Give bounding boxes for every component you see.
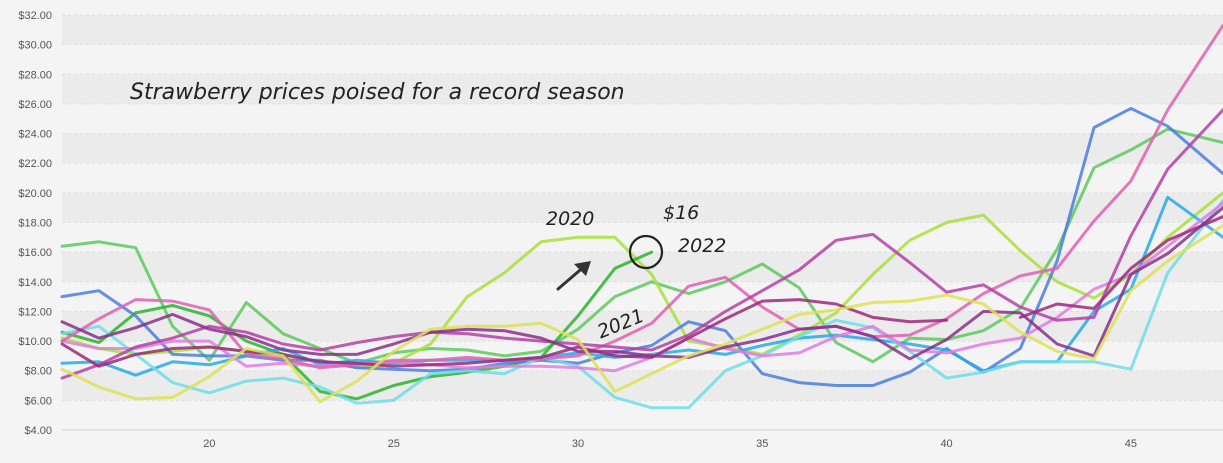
y-tick-label: $20.00 — [18, 188, 52, 200]
series-line-7 — [60, 201, 1223, 373]
y-tick-label: $24.00 — [18, 129, 52, 141]
grid-band — [62, 192, 1223, 223]
y-tick-label: $32.00 — [18, 10, 52, 22]
x-tick-label: 20 — [203, 438, 215, 450]
price-highlight-circle — [628, 234, 664, 270]
grid-bands — [62, 15, 1223, 401]
grid-band — [62, 133, 1223, 164]
label-price: $16 — [663, 202, 699, 224]
grid-band — [62, 74, 1223, 104]
label-2020: 2020 — [546, 208, 594, 230]
x-axis-ticks: 20 25 30 35 40 45 — [203, 438, 1137, 450]
y-tick-label: $8.00 — [24, 366, 52, 378]
y-tick-label: $4.00 — [24, 425, 52, 437]
y-tick-label: $14.00 — [18, 277, 52, 289]
series-lines — [60, 23, 1223, 410]
x-tick-label: 35 — [756, 438, 768, 450]
series-line-11 — [60, 215, 1223, 368]
series-line-10 — [60, 206, 1223, 361]
series-line-8 — [60, 23, 1223, 370]
arrow-icon — [556, 261, 591, 291]
y-tick-label: $26.00 — [18, 99, 52, 111]
y-tick-label: $28.00 — [18, 69, 52, 81]
series-line-6 — [60, 198, 1223, 410]
y-tick-label: $16.00 — [18, 247, 52, 259]
x-tick-label: 40 — [940, 438, 952, 450]
label-2022: 2022 — [678, 235, 726, 257]
y-tick-label: $18.00 — [18, 218, 52, 230]
x-tick-label: 45 — [1125, 438, 1137, 450]
series-line-9 — [60, 108, 1223, 380]
y-tick-label: $10.00 — [18, 336, 52, 348]
y-tick-label: $6.00 — [24, 395, 52, 407]
x-tick-label: 30 — [572, 438, 584, 450]
series-line-12 — [60, 224, 1223, 404]
chart-title: Strawberry prices poised for a record se… — [130, 80, 625, 105]
y-axis-ticks: $4.00 $6.00 $8.00 $10.00 $12.00 $14.00 $16.00 $… — [18, 10, 52, 437]
y-tick-label: $22.00 — [18, 158, 52, 170]
x-tick-label: 25 — [388, 438, 400, 450]
y-tick-label: $30.00 — [18, 40, 52, 52]
y-tick-label: $12.00 — [18, 306, 52, 318]
grid-band — [62, 15, 1223, 45]
grid-band — [62, 370, 1223, 401]
